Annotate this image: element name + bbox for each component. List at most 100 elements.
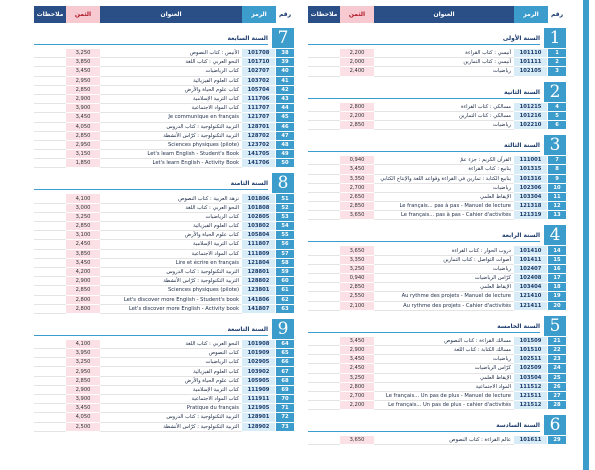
table-row: 27 121511 Le français... Un pas de plus - … <box>308 391 566 402</box>
table-row: 55 105804 كتاب علوم الحياة والأرض 3,100 <box>34 231 294 241</box>
table-row: 19 121410 Au rythme des projets - Manuel d… <box>308 292 566 302</box>
table-row: 62 141806 Let's discover more English - St… <box>34 295 294 305</box>
book-price: 3,100 <box>66 231 100 241</box>
table-row: 2 101111 أنيسي : كتاب التمارين 2,000 <box>308 58 566 68</box>
table-row: 21 101509 مسالك القراءة : كتاب النصوص 3,450 <box>308 336 566 346</box>
grade-title: السنة الثالثة <box>504 142 540 150</box>
book-price: 3,450 <box>66 258 100 268</box>
row-number: 38 <box>276 49 294 59</box>
book-code: 101315 <box>514 165 548 175</box>
book-code: 128902 <box>242 422 276 432</box>
table-row: 58 121804 Lire et écrire en français 3,450 <box>34 258 294 268</box>
book-title: التربية التكنولوجية : كرّاس الأنشطة <box>100 277 242 287</box>
book-code: 111001 <box>514 156 548 166</box>
book-notes <box>34 295 66 305</box>
book-price: 3,850 <box>66 58 100 68</box>
grade-title: السنة التاسعة <box>227 325 268 333</box>
book-notes <box>34 131 66 141</box>
table-row: 70 111911 كتاب المواد الاجتماعية 3,900 <box>34 395 294 405</box>
book-notes <box>34 113 66 123</box>
book-title: النحو العربي : كتاب اللغة <box>100 203 242 213</box>
catalog-body: السنة السابعة 7 38 101708 الأنيس : كتاب النص… <box>34 25 294 432</box>
book-price: 3,250 <box>66 212 100 222</box>
row-number: 68 <box>276 376 294 386</box>
table-row: 24 102509 كرّاس الرياضيات 2,450 <box>308 364 566 374</box>
grade-divider <box>308 331 540 333</box>
row-number: 29 <box>548 436 566 446</box>
book-price: 3,450 <box>340 165 374 175</box>
book-title: كتاب النصوص <box>100 349 242 359</box>
book-title: مسالكي : كتاب القراءة <box>374 102 514 112</box>
book-price: 0,940 <box>340 274 374 284</box>
row-number: 40 <box>276 67 294 77</box>
row-number: 25 <box>548 373 566 383</box>
table-row: 50 141706 Let's learn English - Activity B… <box>34 159 294 169</box>
book-notes <box>34 349 66 359</box>
book-title: كتاب العلوم الفيزيائية <box>100 222 242 232</box>
book-code: 102105 <box>514 67 548 77</box>
row-number: 13 <box>548 211 566 221</box>
book-code: 141807 <box>242 304 276 314</box>
grade-section-header: السنة السادسة 6 <box>308 412 566 436</box>
row-number: 8 <box>548 165 566 175</box>
book-code: 103304 <box>514 192 548 203</box>
book-price: 2,200 <box>340 49 374 59</box>
table-row: 20 121411 Au rythme des projets - Cahier d… <box>308 301 566 311</box>
book-notes <box>308 382 340 392</box>
table-row: 3 102105 رياضيات 2,400 <box>308 67 566 77</box>
book-price: 2,000 <box>340 58 374 68</box>
book-notes <box>308 49 340 59</box>
table-row: 72 128901 التربية التكنولوجية : كتاب الدرو… <box>34 413 294 423</box>
header-title: العنوان <box>100 6 242 23</box>
grade-divider <box>308 97 540 99</box>
book-notes <box>34 358 66 368</box>
book-code: 102511 <box>514 355 548 365</box>
row-number: 53 <box>276 212 294 222</box>
grade-section-header: السنة التاسعة 9 <box>34 316 294 340</box>
table-row: 63 141807 Let's discover more English - Ac… <box>34 304 294 314</box>
book-title: Pratique du français <box>100 404 242 414</box>
header-code: الرمز <box>514 6 548 23</box>
book-title: دروب الحوار : كتاب القراءة <box>374 246 514 256</box>
book-code: 103702 <box>242 76 276 86</box>
book-notes <box>308 67 340 77</box>
book-price: 2,850 <box>340 120 374 131</box>
book-title: Let's discover more English - Activity b… <box>100 304 242 314</box>
book-notes <box>34 385 66 395</box>
row-number: 41 <box>276 76 294 86</box>
book-notes <box>308 120 340 131</box>
book-notes <box>308 274 340 284</box>
book-title: التربية التكنولوجية : كرّاس الأنشطة <box>100 131 242 141</box>
book-notes <box>34 413 66 423</box>
catalog-body: السنة الأولى 1 1 101110 أنيسي : كتاب القراءة… <box>308 25 566 446</box>
book-notes <box>308 111 340 121</box>
book-title: ينابيع الكتابة : تمارين في القراءة وقواع… <box>374 174 514 184</box>
book-code: 121318 <box>514 202 548 212</box>
book-price: 3,250 <box>340 373 374 383</box>
book-notes <box>308 283 340 293</box>
book-notes <box>34 258 66 268</box>
grade-title: السنة الثانية <box>504 88 540 96</box>
book-code: 101710 <box>242 58 276 68</box>
book-price: 2,900 <box>340 345 374 356</box>
book-notes <box>34 203 66 213</box>
book-notes <box>308 391 340 402</box>
grade-divider <box>308 431 540 433</box>
book-price: 2,500 <box>66 422 100 432</box>
book-price: 3,850 <box>66 249 100 259</box>
book-notes <box>34 422 66 432</box>
page-edge-decoration <box>573 0 595 470</box>
book-price: 2,950 <box>66 140 100 151</box>
row-number: 24 <box>548 364 566 374</box>
row-number: 62 <box>276 295 294 305</box>
book-code: 111807 <box>242 240 276 250</box>
row-number: 64 <box>276 339 294 350</box>
book-title: كتاب المواد الاجتماعية <box>100 104 242 114</box>
row-number: 5 <box>548 111 566 121</box>
book-code: 102408 <box>514 274 548 284</box>
book-title: أنيسي : كتاب القراءة <box>374 49 514 59</box>
book-title: التربية التكنولوجية : كتاب الدروس <box>100 267 242 278</box>
book-title: Le français... Un pas de plus - cahier d… <box>374 401 514 411</box>
book-notes <box>34 267 66 278</box>
row-number: 70 <box>276 395 294 405</box>
